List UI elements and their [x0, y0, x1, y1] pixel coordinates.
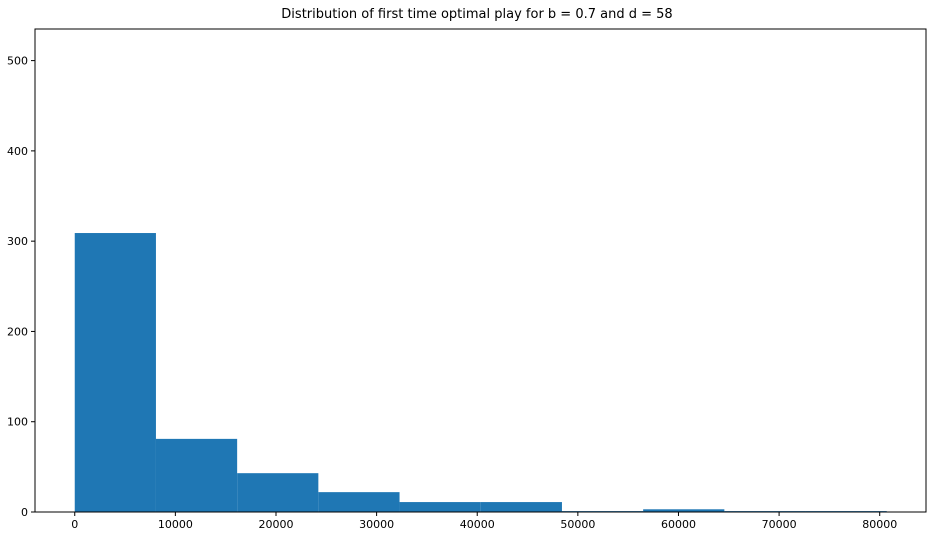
x-tick-label: 30000 — [359, 518, 394, 531]
histogram-bar-4 — [318, 492, 400, 512]
histogram-bar-5 — [399, 502, 481, 512]
chart-title: Distribution of first time optimal play … — [281, 7, 672, 22]
y-tick-label: 400 — [7, 145, 28, 158]
y-tick-label: 100 — [7, 416, 28, 429]
x-tick-label: 80000 — [862, 518, 897, 531]
x-axis: 0 10000 20000 30000 40000 50000 60000 70000 8000… — [71, 512, 897, 531]
y-tick-label: 300 — [7, 235, 28, 248]
histogram-bar-3 — [237, 473, 319, 512]
y-axis: 0 100 200 300 400 500 — [7, 55, 35, 519]
x-tick-label: 60000 — [661, 518, 696, 531]
y-tick-label: 200 — [7, 325, 28, 338]
y-tick-label: 500 — [7, 55, 28, 68]
histogram-bar-6 — [480, 502, 562, 512]
plot-frame — [34, 28, 927, 513]
x-tick-label: 10000 — [158, 518, 193, 531]
x-tick-label: 70000 — [762, 518, 797, 531]
histogram-bar-8 — [643, 509, 725, 512]
histogram-bar-1 — [74, 233, 156, 513]
x-tick-label: 50000 — [560, 518, 595, 531]
y-tick-label: 0 — [21, 506, 28, 519]
x-tick-label: 20000 — [258, 518, 293, 531]
histogram-bar-2 — [155, 438, 238, 512]
histogram-bars — [74, 233, 887, 513]
x-tick-label: 0 — [71, 518, 78, 531]
x-tick-label: 40000 — [460, 518, 495, 531]
